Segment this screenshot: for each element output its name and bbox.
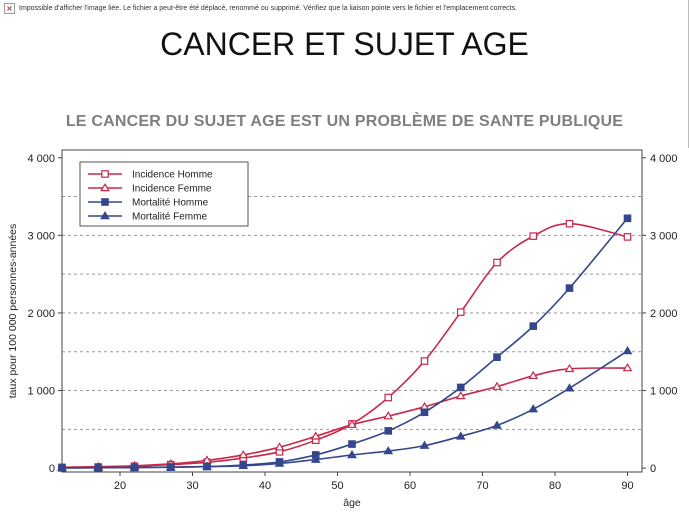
- x-tick-label: 50: [331, 480, 343, 492]
- series-mortalit-femme: [57, 345, 633, 472]
- data-point: [100, 183, 110, 192]
- legend-item: Incidence Femme: [88, 183, 212, 195]
- plot-frame: [61, 149, 643, 473]
- data-point: [492, 381, 502, 390]
- y-tick-label-left: 4 000: [27, 153, 55, 165]
- cancer-rate-chart: 0 0 1 000 1 000 2 000 2 000 3 000 3 000 4 000 4 0…: [7, 149, 678, 509]
- series-mortalit-homme: [58, 214, 632, 472]
- y-tick-label-right: 3 000: [650, 230, 678, 242]
- data-point: [274, 458, 285, 467]
- x-axis-title: âge: [343, 497, 361, 509]
- data-point: [238, 460, 249, 470]
- series-incidence-femme: [57, 363, 633, 471]
- broken-image-notice: × Impossible d'afficher l'image liée. Le…: [4, 3, 517, 14]
- y-tick-label-right: 4 000: [650, 153, 678, 165]
- data-point: [100, 211, 110, 220]
- x-tick-label: 80: [549, 480, 561, 492]
- data-point: [165, 462, 176, 471]
- broken-image-message: Impossible d'afficher l'image liée. Le f…: [19, 5, 518, 12]
- data-point: [565, 219, 574, 228]
- legend-label: Incidence Homme: [132, 170, 213, 181]
- series-line: [61, 217, 629, 469]
- data-point: [622, 363, 633, 372]
- data-point: [384, 427, 393, 435]
- data-point: [238, 449, 249, 459]
- data-point: [383, 446, 394, 455]
- data-point: [492, 420, 502, 429]
- data-point: [310, 431, 321, 440]
- data-point: [93, 462, 104, 471]
- y-tick-label-left: 0: [49, 463, 55, 475]
- data-point: [528, 370, 539, 380]
- data-point: [493, 353, 501, 361]
- x-tick-label: 30: [186, 480, 198, 492]
- data-point: [565, 284, 574, 292]
- y-tick-label-left: 2 000: [27, 308, 55, 320]
- x-tick-label: 60: [404, 480, 416, 492]
- series-lines: [57, 214, 633, 472]
- legend-label: Incidence Femme: [132, 184, 212, 195]
- data-point: [529, 322, 538, 330]
- data-point: [129, 462, 140, 471]
- data-point: [274, 442, 285, 451]
- y-axis-title: taux pour 100 000 personnes-années: [7, 224, 19, 399]
- x-tick-label: 90: [621, 480, 633, 492]
- data-point: [564, 363, 575, 373]
- data-point: [622, 345, 633, 355]
- data-point: [493, 258, 501, 267]
- data-point: [347, 449, 357, 459]
- data-point: [101, 198, 109, 206]
- legend-label: Mortalité Homme: [132, 198, 209, 209]
- data-point: [202, 461, 212, 470]
- y-tick-label-right: 2 000: [650, 308, 678, 320]
- y-tick-label-right: 1 000: [650, 386, 678, 398]
- data-point: [348, 440, 356, 448]
- series-line: [61, 367, 628, 469]
- data-point: [383, 411, 394, 420]
- axis-ticks: 0 0 1 000 1 000 2 000 2 000 3 000 3 000 4 000 4 0…: [27, 153, 677, 492]
- legend-item: Mortalité Femme: [88, 211, 207, 223]
- legend: Incidence Homme Incidence Femme Mortalité …: [79, 161, 249, 227]
- data-point: [101, 170, 109, 178]
- legend-label: Mortalité Femme: [132, 212, 207, 223]
- data-point: [528, 404, 539, 413]
- slide-subtitle: LE CANCER DU SUJET AGE EST UN PROBLÈME D…: [65, 113, 624, 130]
- x-tick-label: 20: [114, 480, 126, 492]
- broken-image-icon: ×: [4, 3, 15, 14]
- x-tick-label: 70: [476, 480, 488, 492]
- data-point: [529, 232, 538, 240]
- data-point: [384, 393, 393, 402]
- data-point: [420, 357, 429, 365]
- data-point: [347, 419, 357, 428]
- y-tick-label-left: 1 000: [27, 386, 55, 398]
- x-tick-label: 40: [259, 480, 271, 492]
- data-point: [456, 383, 465, 392]
- data-point: [310, 454, 321, 463]
- data-point: [456, 308, 465, 316]
- data-point: [419, 440, 430, 449]
- data-point: [57, 462, 67, 472]
- legend-item: Incidence Homme: [88, 170, 213, 181]
- grid-lines: [62, 196, 642, 430]
- data-point: [455, 390, 466, 400]
- legend-item: Mortalité Homme: [88, 198, 209, 209]
- series-line: [61, 222, 628, 469]
- data-point: [623, 233, 632, 241]
- data-point: [564, 383, 575, 392]
- y-tick-label-left: 3 000: [27, 230, 55, 242]
- series-line: [61, 350, 628, 469]
- slide-title: CANCER ET SUJET AGE: [160, 26, 529, 62]
- y-tick-label-right: 0: [650, 463, 656, 475]
- series-incidence-homme: [58, 219, 632, 472]
- data-point: [623, 214, 632, 223]
- data-point: [455, 431, 466, 440]
- data-point: [420, 408, 429, 417]
